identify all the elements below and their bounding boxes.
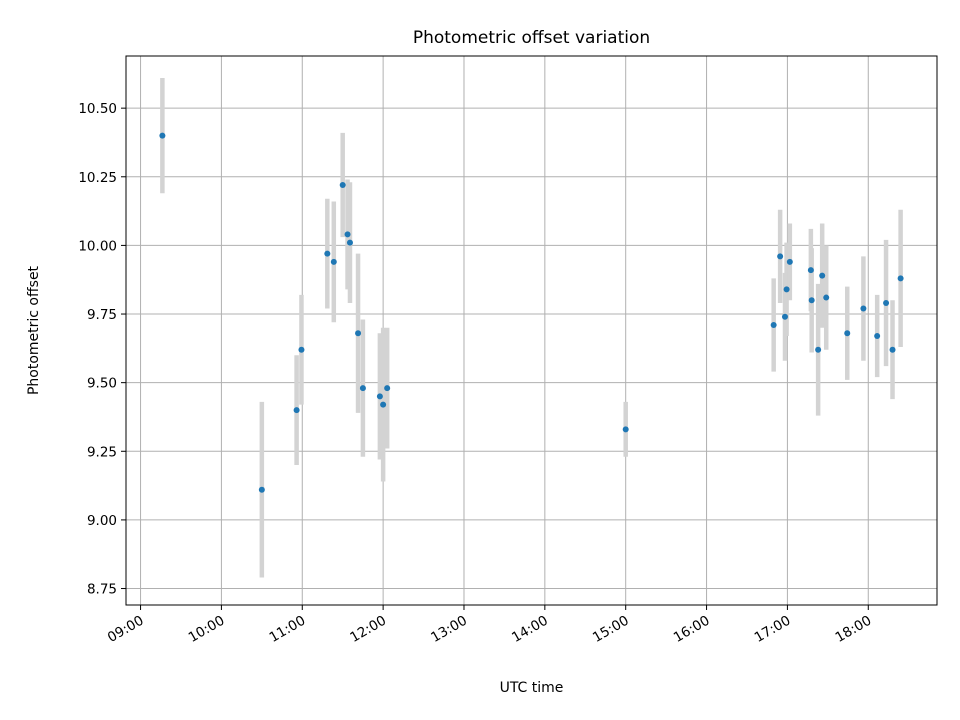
x-tick-label: 18:00 xyxy=(833,613,875,646)
data-point xyxy=(883,300,890,307)
data-point xyxy=(874,332,881,339)
data-point xyxy=(815,346,822,353)
plot-frame xyxy=(125,55,938,606)
data-point xyxy=(298,346,305,353)
ticks: 09:00 10:00 11:00 12:00 13:00 14:00 15:00 16:00… xyxy=(78,101,874,646)
y-tick-label: 9.75 xyxy=(87,307,117,323)
data-point xyxy=(324,250,331,257)
data-point xyxy=(293,407,300,414)
data-point xyxy=(346,239,353,246)
data-point xyxy=(860,305,867,312)
data-point xyxy=(339,182,346,189)
data-point xyxy=(159,132,166,139)
data-point xyxy=(897,275,904,282)
x-axis-label: UTC time xyxy=(500,680,564,696)
data-point xyxy=(807,267,814,274)
y-tick-label: 9.25 xyxy=(87,444,117,460)
data-point xyxy=(844,330,851,337)
data-point xyxy=(622,426,629,433)
x-tick-label: 16:00 xyxy=(671,613,713,646)
x-tick-label: 09:00 xyxy=(105,613,147,646)
data-point xyxy=(344,231,351,238)
y-tick-label: 10.00 xyxy=(78,238,117,254)
data-point xyxy=(823,294,830,301)
data-point xyxy=(783,286,790,293)
x-tick-label: 12:00 xyxy=(347,613,389,646)
data-point xyxy=(376,393,383,400)
data-point xyxy=(808,297,815,304)
x-tick-label: 15:00 xyxy=(590,613,632,646)
y-tick-label: 10.25 xyxy=(78,170,117,186)
y-tick-label: 9.00 xyxy=(87,513,117,529)
data-point xyxy=(380,401,387,408)
data-point xyxy=(355,330,362,337)
data-point xyxy=(384,385,391,392)
x-tick-label: 14:00 xyxy=(509,613,551,646)
x-tick-label: 11:00 xyxy=(267,613,309,646)
x-tick-label: 17:00 xyxy=(752,613,794,646)
data-point xyxy=(330,258,337,265)
data-point xyxy=(777,253,784,260)
y-tick-label: 8.75 xyxy=(87,582,117,598)
y-axis-label: Photometric offset xyxy=(26,265,42,395)
chart-title: Photometric offset variation xyxy=(413,28,650,48)
data-point xyxy=(258,486,265,493)
data-point xyxy=(770,322,777,329)
x-tick-label: 10:00 xyxy=(186,613,228,646)
data-points xyxy=(159,132,904,493)
data-point xyxy=(359,385,366,392)
data-point xyxy=(781,313,788,320)
y-tick-label: 9.50 xyxy=(87,376,117,392)
error-bars xyxy=(160,77,903,578)
data-point xyxy=(786,258,793,265)
data-point xyxy=(819,272,826,279)
y-tick-label: 10.50 xyxy=(78,101,117,117)
data-point xyxy=(889,346,896,353)
grid xyxy=(126,56,937,605)
x-tick-label: 13:00 xyxy=(428,613,470,646)
